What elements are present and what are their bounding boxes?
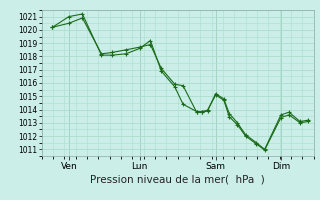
X-axis label: Pression niveau de la mer(  hPa  ): Pression niveau de la mer( hPa ) xyxy=(90,175,265,185)
